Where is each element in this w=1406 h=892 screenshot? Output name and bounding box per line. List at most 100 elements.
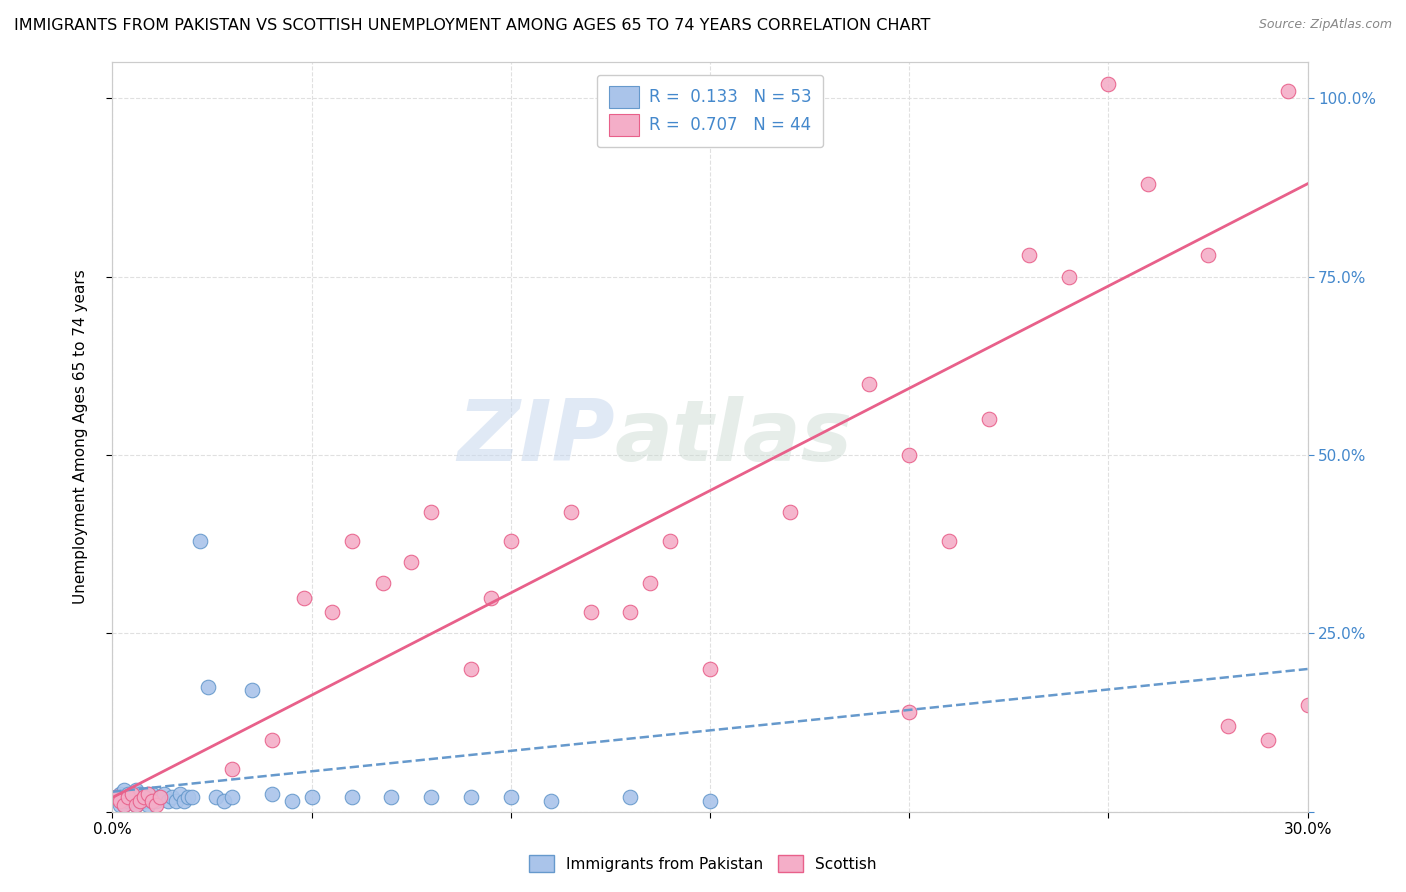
Point	[125, 790, 148, 805]
Point	[898, 705, 921, 719]
Point	[114, 797, 135, 812]
Point	[321, 605, 343, 619]
Point	[129, 794, 152, 808]
Point	[1137, 177, 1160, 191]
Point	[125, 797, 148, 812]
Point	[177, 790, 200, 805]
Point	[260, 787, 283, 801]
Point	[114, 783, 135, 797]
Point	[197, 680, 219, 694]
Point	[499, 790, 522, 805]
Point	[138, 787, 160, 801]
Point	[699, 662, 721, 676]
Point	[340, 533, 363, 548]
Point	[292, 591, 315, 605]
Point	[117, 790, 139, 805]
Point	[221, 762, 243, 776]
Legend: Immigrants from Pakistan, Scottish: Immigrants from Pakistan, Scottish	[522, 847, 884, 880]
Point	[129, 787, 152, 801]
Point	[619, 790, 641, 805]
Point	[121, 794, 143, 808]
Point	[114, 797, 135, 812]
Point	[141, 794, 163, 808]
Point	[114, 790, 135, 805]
Point	[640, 576, 662, 591]
Point	[125, 797, 148, 812]
Point	[134, 790, 156, 805]
Legend: R =  0.133   N = 53, R =  0.707   N = 44: R = 0.133 N = 53, R = 0.707 N = 44	[598, 75, 823, 147]
Point	[579, 605, 602, 619]
Point	[138, 787, 160, 801]
Point	[110, 794, 132, 808]
Point	[129, 794, 152, 808]
Point	[212, 794, 235, 808]
Text: IMMIGRANTS FROM PAKISTAN VS SCOTTISH UNEMPLOYMENT AMONG AGES 65 TO 74 YEARS CORR: IMMIGRANTS FROM PAKISTAN VS SCOTTISH UNE…	[14, 18, 931, 33]
Point	[141, 787, 163, 801]
Point	[858, 376, 880, 391]
Point	[699, 794, 721, 808]
Point	[188, 533, 211, 548]
Point	[898, 448, 921, 462]
Point	[281, 794, 304, 808]
Point	[173, 794, 195, 808]
Point	[165, 794, 187, 808]
Point	[110, 794, 132, 808]
Point	[340, 790, 363, 805]
Point	[110, 797, 132, 812]
Point	[659, 533, 682, 548]
Point	[105, 790, 128, 805]
Point	[938, 533, 960, 548]
Point	[1277, 84, 1299, 98]
Point	[401, 555, 423, 569]
Point	[149, 790, 172, 805]
Point	[1057, 269, 1080, 284]
Point	[560, 505, 582, 519]
Point	[141, 794, 163, 808]
Point	[110, 787, 132, 801]
Point	[145, 797, 167, 812]
Point	[129, 790, 152, 805]
Point	[380, 790, 402, 805]
Point	[121, 787, 143, 801]
Point	[221, 790, 243, 805]
Point	[1257, 733, 1279, 747]
Text: ZIP: ZIP	[457, 395, 614, 479]
Point	[125, 783, 148, 797]
Point	[420, 505, 443, 519]
Point	[117, 790, 139, 805]
Point	[977, 412, 1000, 426]
Point	[1296, 698, 1319, 712]
Point	[499, 533, 522, 548]
Point	[134, 790, 156, 805]
Point	[479, 591, 502, 605]
Point	[540, 794, 562, 808]
Point	[1197, 248, 1219, 262]
Point	[117, 787, 139, 801]
Point	[169, 787, 191, 801]
Point	[373, 576, 395, 591]
Point	[240, 683, 263, 698]
Point	[260, 733, 283, 747]
Point	[619, 605, 641, 619]
Point	[134, 794, 156, 808]
Point	[145, 794, 167, 808]
Point	[121, 787, 143, 801]
Point	[1097, 77, 1119, 91]
Point	[105, 790, 128, 805]
Point	[138, 797, 160, 812]
Point	[153, 787, 176, 801]
Point	[1216, 719, 1239, 733]
Point	[205, 790, 228, 805]
Y-axis label: Unemployment Among Ages 65 to 74 years: Unemployment Among Ages 65 to 74 years	[73, 269, 89, 605]
Point	[420, 790, 443, 805]
Point	[117, 794, 139, 808]
Text: atlas: atlas	[614, 395, 852, 479]
Point	[779, 505, 801, 519]
Point	[301, 790, 323, 805]
Point	[121, 790, 143, 805]
Point	[460, 790, 482, 805]
Point	[181, 790, 204, 805]
Point	[1018, 248, 1040, 262]
Point	[162, 790, 183, 805]
Point	[149, 790, 172, 805]
